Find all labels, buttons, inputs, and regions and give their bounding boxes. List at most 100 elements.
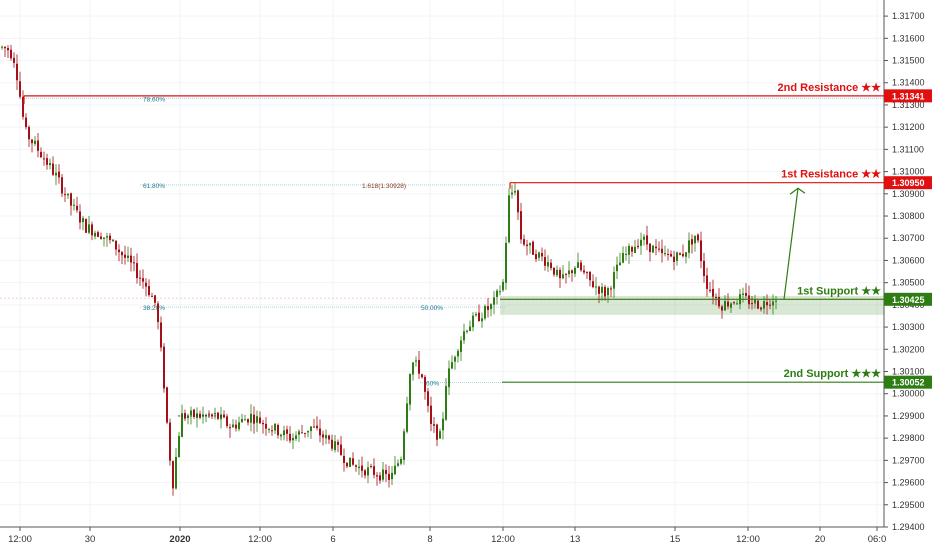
candle-body xyxy=(64,194,66,196)
candle-body xyxy=(697,234,699,241)
candle-body xyxy=(253,414,255,424)
candle-body xyxy=(43,158,45,160)
candle-body xyxy=(511,192,513,195)
candle-body xyxy=(1,46,3,48)
time-tick-label: 13 xyxy=(570,534,581,545)
candle-body xyxy=(694,235,696,244)
candle-body xyxy=(580,262,582,271)
candle-body xyxy=(61,177,63,194)
chart-grid xyxy=(0,0,884,528)
candle-body xyxy=(763,301,765,309)
candle-body xyxy=(28,126,30,140)
time-tick-label: 2020 xyxy=(169,534,190,545)
candle-body xyxy=(127,255,129,258)
candle-body xyxy=(178,435,180,458)
price-tick-label: 1.30500 xyxy=(892,278,925,288)
candle-body xyxy=(403,431,405,460)
candle-body xyxy=(490,304,492,310)
candle-body xyxy=(775,300,777,302)
price-tick-label: 1.29500 xyxy=(892,500,925,510)
candle-body xyxy=(409,374,411,405)
candle-body xyxy=(157,303,159,322)
candle-body xyxy=(55,172,57,176)
candle-body xyxy=(568,270,570,275)
candle-body xyxy=(70,193,72,206)
candle-body xyxy=(745,292,747,296)
candle-body xyxy=(277,424,279,436)
candle-body xyxy=(19,81,21,97)
candle-body xyxy=(640,239,642,246)
candle-body xyxy=(385,469,387,474)
price-level-badge xyxy=(884,375,932,389)
candle-body xyxy=(52,163,54,175)
price-axis[interactable]: 1.31700 1.31600 1.31500 1.31400 1.31300 1.312… xyxy=(883,0,932,532)
candle-body xyxy=(463,331,465,341)
candle-body xyxy=(766,302,768,306)
candle-body xyxy=(727,301,729,307)
candle-body xyxy=(604,286,606,297)
candle-body xyxy=(145,282,147,287)
candle-body xyxy=(343,455,345,463)
price-tick-label: 1.30700 xyxy=(892,233,925,243)
price-tick-label: 1.29600 xyxy=(892,478,925,488)
time-tick-label: 12:00 xyxy=(8,534,32,545)
candle-body xyxy=(112,239,114,242)
candle-body xyxy=(538,252,540,258)
candle-body xyxy=(427,391,429,406)
candle-body xyxy=(373,466,375,475)
candle-body xyxy=(613,272,615,289)
price-tick-label: 1.30900 xyxy=(892,189,925,199)
time-tick-label: 20 xyxy=(815,534,826,545)
projection-arrow xyxy=(783,188,799,300)
support-zone xyxy=(500,295,884,315)
candle-body xyxy=(367,467,369,476)
candle-body xyxy=(676,252,678,261)
candle-body xyxy=(94,232,96,237)
fib-label: 61.80% xyxy=(143,183,165,190)
time-tick-label: 8 xyxy=(427,534,432,545)
candle-body xyxy=(424,376,426,392)
time-tick-label: 06:0 xyxy=(868,534,887,545)
price-level-badge xyxy=(884,292,932,306)
candle-body xyxy=(91,224,93,236)
candle-body xyxy=(307,430,309,433)
candle-body xyxy=(601,286,603,293)
candle-body xyxy=(406,403,408,432)
candle-body xyxy=(559,269,561,279)
candle-body xyxy=(733,302,735,304)
candle-body xyxy=(730,303,732,308)
candle-body xyxy=(574,267,576,274)
candle-body xyxy=(541,252,543,257)
candle-body xyxy=(721,306,723,311)
candle-body xyxy=(646,235,648,245)
candle-body xyxy=(547,262,549,267)
candle-body xyxy=(271,430,273,432)
candle-body xyxy=(493,297,495,305)
candle-body xyxy=(208,413,210,415)
candle-body xyxy=(577,262,579,268)
candle-body xyxy=(295,435,297,439)
candle-body xyxy=(13,57,15,63)
candle-body xyxy=(397,463,399,466)
candle-body xyxy=(382,469,384,480)
candle-body xyxy=(736,303,738,305)
candle-body xyxy=(652,245,654,253)
candle-body xyxy=(67,193,69,196)
candle-body xyxy=(169,422,171,461)
price-tick-label: 1.31600 xyxy=(892,33,925,43)
candle-body xyxy=(82,218,84,223)
candle-body xyxy=(265,423,267,429)
candle-body xyxy=(517,190,519,213)
candle-body xyxy=(187,416,189,419)
price-tick-label: 1.31100 xyxy=(892,144,924,154)
candle-body xyxy=(334,441,336,451)
time-axis[interactable]: 12:00 30 2020 12:00 6 8 12:00 13 15 12:00 20 06:0 xyxy=(0,526,887,545)
candle-body xyxy=(460,340,462,352)
price-tick-label: 1.29700 xyxy=(892,455,925,465)
level-name-label: 1st Resistance ★★ xyxy=(781,169,881,181)
candle-body xyxy=(469,326,471,332)
candle-body xyxy=(595,286,597,288)
fib-label: 1.618(1.30928) xyxy=(362,183,406,190)
candlestick-series xyxy=(1,44,777,496)
